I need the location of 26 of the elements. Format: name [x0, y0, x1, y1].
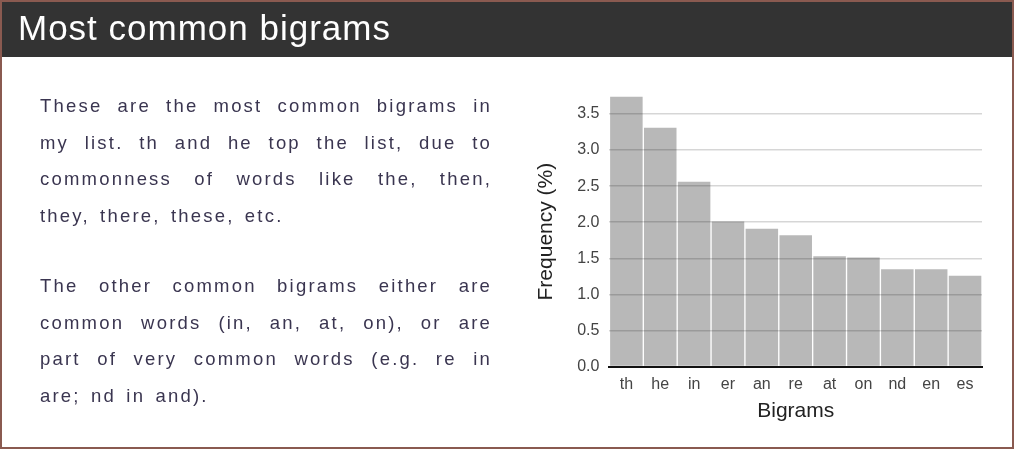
x-tick-label: en: [922, 374, 941, 392]
x-tick-label: an: [752, 374, 771, 392]
x-tick-label: re: [788, 374, 803, 392]
y-tick-label: 3.5: [577, 104, 600, 122]
y-tick-label: 2.0: [577, 212, 600, 230]
bar: [948, 275, 982, 366]
x-tick-label: on: [854, 374, 873, 392]
text: Most common bigrams: [18, 8, 391, 48]
text: The other common bigrams either are common words (in, an, at, on), or are part of very common words (e.g. re in are; nd in and).: [40, 274, 492, 408]
x-tick-label: nd: [888, 374, 907, 392]
x-tick-label: es: [956, 374, 974, 392]
x-tick-label: at: [822, 374, 837, 392]
y-tick-label: 1.5: [577, 248, 600, 266]
x-tick-label: th: [619, 374, 634, 392]
text: These are the most common bigrams in my list. th and he top the list, due to commonness of words like the, then, they, there, these, etc.: [40, 94, 492, 228]
y-tick-label: 3.0: [577, 140, 600, 158]
y-axis-title: Frequency (%): [533, 162, 557, 301]
x-tick-label: er: [720, 374, 736, 392]
y-tick-label: 0.0: [577, 357, 600, 375]
bar: [711, 221, 745, 366]
y-tick-label: 0.5: [577, 320, 600, 338]
y-tick-label: 1.0: [577, 284, 600, 302]
y-tick-label: 2.5: [577, 176, 600, 194]
x-tick-label: in: [687, 374, 701, 392]
x-tick-label: he: [651, 374, 670, 392]
x-axis-title: Bigrams: [757, 398, 835, 422]
